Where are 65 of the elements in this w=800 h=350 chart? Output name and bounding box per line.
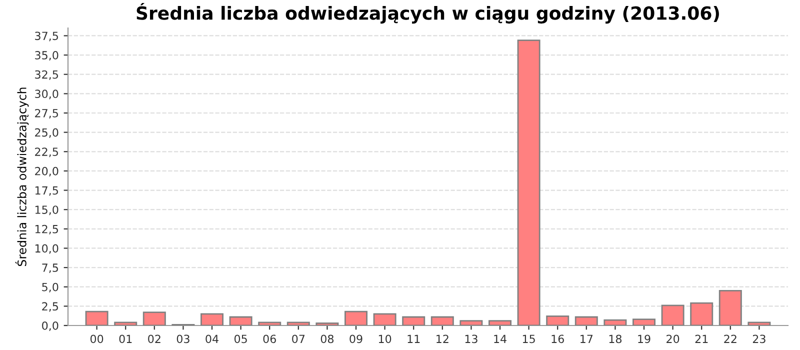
bar [604, 319, 627, 326]
bar [286, 322, 310, 326]
x-tick-label: 04 [206, 334, 218, 344]
bar [661, 304, 684, 326]
x-tick-label: 18 [609, 334, 622, 344]
x-tick-label: 01 [119, 334, 132, 344]
bar [114, 322, 138, 326]
y-tick-label: 32,5 [35, 70, 58, 80]
bar [402, 316, 426, 326]
bar [258, 322, 282, 326]
y-tick-label: 7,5 [42, 264, 58, 274]
bar [546, 316, 570, 326]
y-tick-label: 5,0 [42, 282, 58, 292]
bar [748, 322, 771, 326]
x-tick-label: 12 [436, 334, 448, 343]
y-tick-label: 37,5 [35, 32, 58, 42]
bar [488, 320, 512, 326]
x-tick-label: 03 [176, 334, 190, 344]
y-tick-label: 10,0 [35, 244, 58, 254]
x-tick-label: 11 [408, 334, 420, 343]
bar [690, 302, 714, 326]
x-tick-label: 21 [695, 334, 708, 343]
y-tick-label: 17,5 [35, 186, 58, 196]
y-axis-title: Średnia liczba odwiedzających [15, 88, 29, 266]
bar [373, 313, 396, 326]
y-tick-label: 30,0 [35, 90, 58, 100]
bar [718, 290, 742, 326]
x-tick-label: 22 [724, 334, 736, 343]
x-tick-label: 10 [378, 334, 392, 344]
x-tick-label: 06 [263, 334, 276, 344]
bar [229, 316, 252, 326]
y-tick-label: 2,5 [42, 302, 58, 312]
x-tick-label: 16 [552, 334, 564, 344]
x-tick-label: 20 [666, 334, 680, 344]
y-tick-label: 35,0 [35, 51, 58, 61]
y-tick-label: 15,0 [35, 206, 58, 216]
bar [430, 316, 454, 326]
x-tick-label: 23 [752, 334, 766, 344]
x-tick-label: 05 [234, 334, 247, 344]
x-tick-label: 07 [292, 334, 305, 344]
x-tick-label: 19 [638, 334, 650, 344]
bar [85, 310, 108, 326]
y-tick-label: 12,5 [35, 224, 58, 234]
bar [632, 318, 656, 326]
y-tick-label: 27,5 [35, 108, 58, 119]
chart-title: Średnia liczba odwiedzających w ciągu godziny (2013.06) [136, 2, 719, 24]
x-tick-label: 14 [494, 334, 506, 343]
bar [460, 320, 483, 326]
bar [316, 322, 339, 326]
x-tick-label: 17 [580, 334, 593, 343]
bar [142, 312, 166, 326]
y-tick-label: 0,0 [42, 321, 58, 332]
bar [574, 316, 598, 326]
x-tick-label: 09 [350, 334, 362, 344]
x-tick-label: 00 [90, 334, 104, 344]
bar [200, 313, 224, 326]
x-tick-label: 08 [320, 334, 334, 344]
y-tick-label: 25,0 [35, 128, 58, 138]
x-tick-label: 15 [522, 334, 535, 344]
x-tick-label: 13 [465, 334, 478, 344]
bar [517, 40, 540, 326]
bar [344, 310, 368, 326]
y-tick-label: 22,5 [35, 148, 58, 158]
x-tick-label: 02 [148, 334, 160, 344]
y-tick-label: 20,0 [35, 166, 58, 176]
